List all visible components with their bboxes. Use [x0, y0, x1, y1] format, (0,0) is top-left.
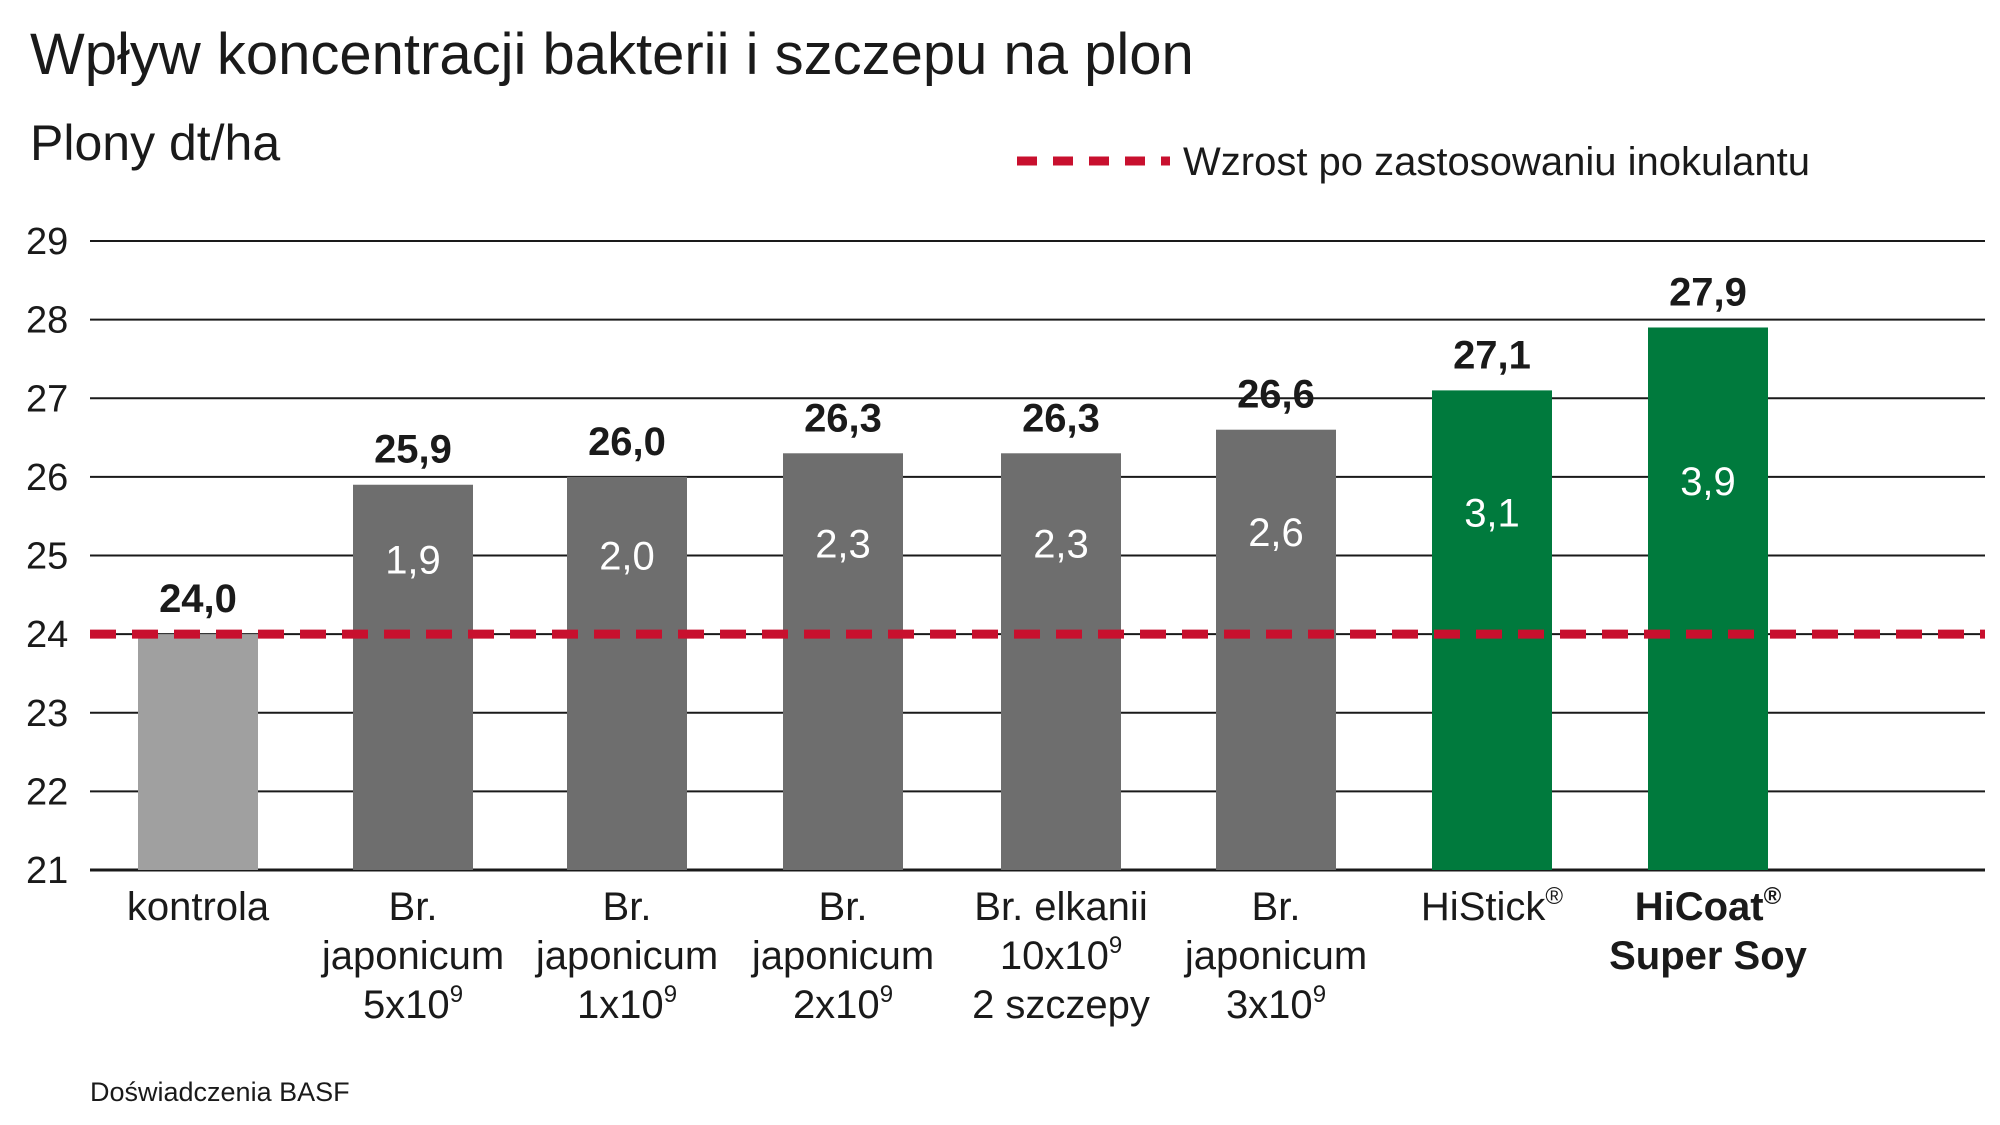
- bar-value-label: 26,6: [1237, 373, 1315, 417]
- x-category-label: japonicum: [321, 934, 504, 978]
- x-category-label: 10x109: [1000, 932, 1122, 978]
- y-tick-label: 23: [26, 693, 68, 735]
- source-note: Doświadczenia BASF: [90, 1077, 350, 1107]
- category-labels: kontrola Br.japonicum5x109Br.japonicum1x1…: [127, 883, 1808, 1027]
- x-category-label: 1x109: [577, 981, 677, 1027]
- x-category-label: Br.: [603, 885, 652, 929]
- legend: Wzrost po zastosowaniu inokulantu: [1017, 140, 1810, 184]
- bar-value-label: 26,0: [588, 420, 666, 464]
- bar-increase-label: 2,0: [599, 535, 655, 579]
- x-category-label: japonicum: [535, 934, 718, 978]
- x-category-label: 5x109: [363, 981, 463, 1027]
- bar-increase-label: 2,6: [1248, 511, 1304, 555]
- y-tick-label: 22: [26, 771, 68, 813]
- bar-increase-label: 2,3: [815, 523, 871, 567]
- y-tick-label: 27: [26, 378, 68, 420]
- x-category-label: japonicum: [1184, 934, 1367, 978]
- x-category-label: HiStick®: [1421, 883, 1563, 929]
- bars: [138, 327, 1768, 870]
- bar-labels: 24,0 25,9 1,9 26,0 2,0 26,3 2,3 26,3 2,3 26,6 2,6 2…: [159, 270, 1747, 621]
- bar-value-label: 27,1: [1453, 333, 1531, 377]
- y-tick-label: 25: [26, 536, 68, 578]
- bar-value-label: 26,3: [1022, 396, 1100, 440]
- x-category-label: Br. elkanii: [974, 885, 1147, 929]
- x-category-label: kontrola: [127, 885, 270, 929]
- x-category-label: 3x109: [1226, 981, 1326, 1027]
- bar-increase-label: 3,1: [1464, 491, 1520, 535]
- y-tick-label: 29: [26, 221, 68, 263]
- y-tick-label: 24: [26, 614, 68, 656]
- bar-increase-label: 2,3: [1033, 523, 1089, 567]
- x-category-label: 2 szczepy: [972, 983, 1150, 1027]
- y-tick-label: 26: [26, 457, 68, 499]
- bar-value-label: 25,9: [374, 428, 452, 472]
- x-category-label: Super Soy: [1609, 934, 1808, 978]
- chart-title: Wpływ koncentracji bakterii i szczepu na…: [30, 22, 1194, 87]
- x-category-label: Br.: [1252, 885, 1301, 929]
- y-tick-label: 28: [26, 300, 68, 342]
- y-axis-label: Plony dt/ha: [30, 115, 280, 171]
- x-category-label: Br.: [819, 885, 868, 929]
- bar: [1648, 327, 1768, 870]
- x-category-label: japonicum: [751, 934, 934, 978]
- x-category-label: HiCoat®: [1635, 883, 1782, 929]
- legend-label: Wzrost po zastosowaniu inokulantu: [1183, 140, 1810, 184]
- bar-value-label: 26,3: [804, 396, 882, 440]
- y-tick-label: 21: [26, 850, 68, 892]
- bar: [567, 476, 687, 870]
- bar: [1216, 429, 1336, 870]
- bar-value-label: 27,9: [1669, 270, 1747, 314]
- x-category-label: Br.: [389, 885, 438, 929]
- bar: [783, 453, 903, 870]
- bar-value-label: 24,0: [159, 577, 237, 621]
- bar: [138, 634, 258, 870]
- bar: [1001, 453, 1121, 870]
- bar: [353, 484, 473, 870]
- x-category-label: 2x109: [793, 981, 893, 1027]
- bar-increase-label: 3,9: [1680, 460, 1736, 504]
- bar-increase-label: 1,9: [385, 538, 441, 582]
